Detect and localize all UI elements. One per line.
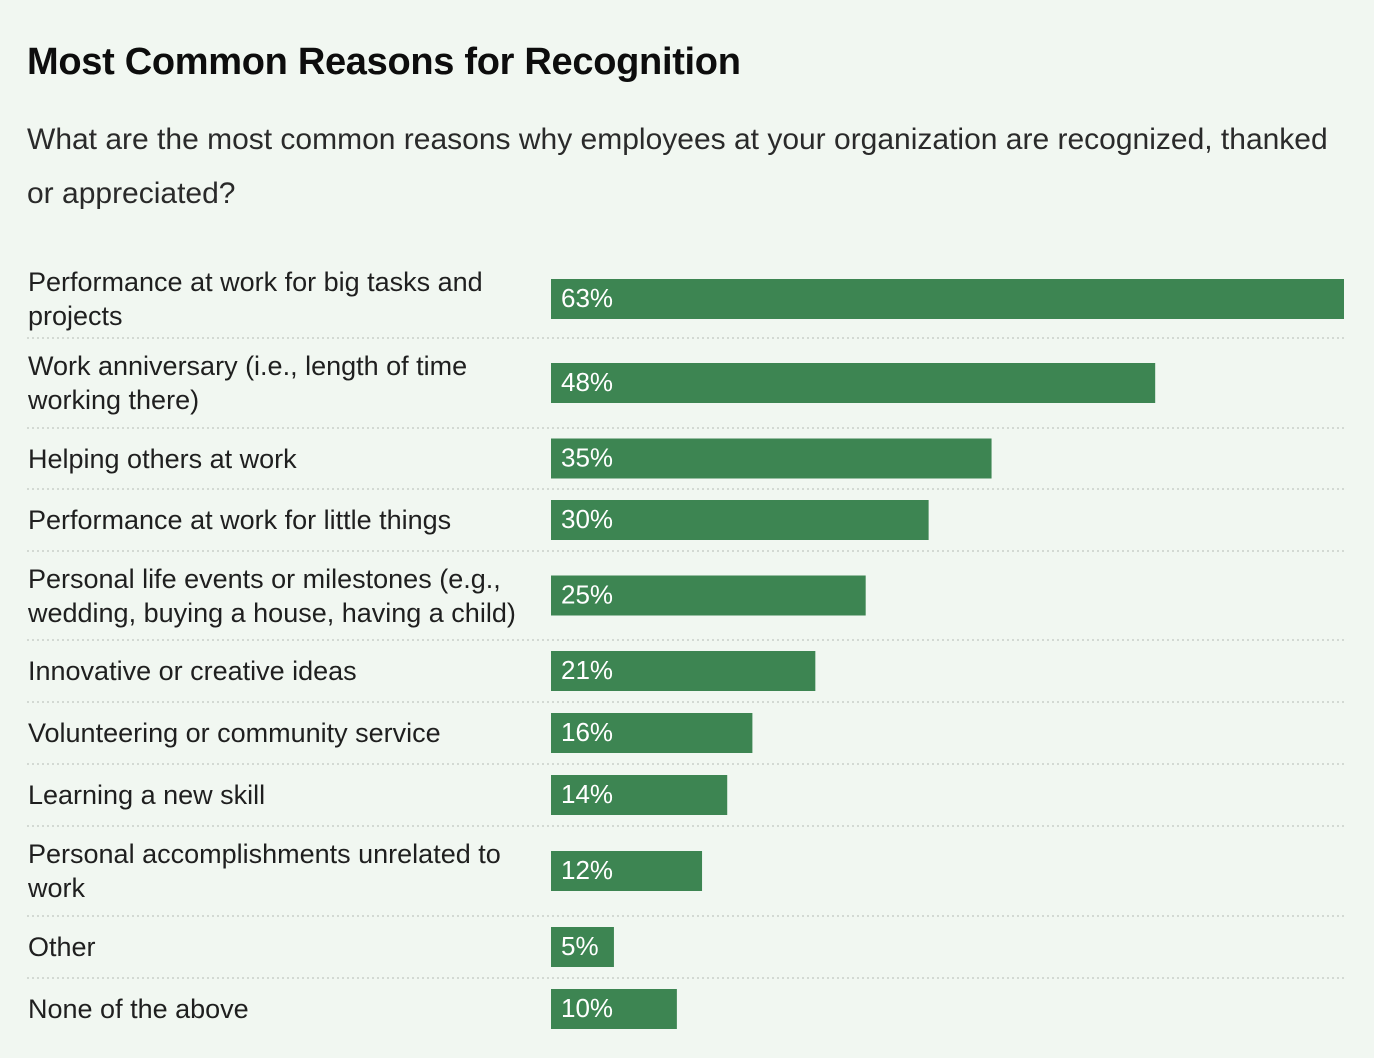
data-label: 21% — [561, 655, 613, 685]
category-label-text: Helping others at work — [28, 443, 297, 474]
category-label-text: Performance at work for little things — [28, 505, 452, 535]
category-label: Performance at work for little things — [28, 505, 452, 535]
bar — [551, 927, 614, 967]
category-label-text: Learning a new skill — [28, 780, 266, 810]
data-label: 10% — [561, 993, 613, 1023]
category-label: Learning a new skill — [28, 780, 266, 810]
category-label-text: Innovative or creative ideas — [28, 656, 357, 686]
category-label-text: Other — [28, 932, 96, 962]
data-label: 16% — [561, 717, 613, 747]
data-label: 5% — [561, 931, 599, 961]
category-label-text: None of the above — [28, 994, 249, 1024]
category-label: Personal accomplishments unrelated to wo… — [28, 839, 501, 903]
bar — [551, 651, 816, 691]
category-label: Volunteering or community service — [28, 718, 441, 748]
data-label: 35% — [561, 442, 613, 472]
data-label: 30% — [561, 504, 613, 534]
category-label: Other — [28, 932, 96, 962]
data-label: 63% — [561, 283, 613, 313]
bar — [551, 363, 1156, 403]
bar — [551, 575, 866, 616]
chart-title: Most Common Reasons for Recognition — [27, 41, 741, 83]
bar — [551, 775, 728, 815]
chart-subtitle: What are the most common reasons why emp… — [27, 123, 1328, 210]
category-label: Innovative or creative ideas — [28, 656, 357, 686]
data-label: 14% — [561, 779, 613, 809]
category-label-text: Personal accomplishments unrelated to wo… — [28, 839, 501, 903]
data-label: 25% — [561, 579, 613, 609]
category-label: Helping others at work — [28, 443, 297, 474]
bar — [551, 438, 992, 479]
category-label: Performance at work for big tasks and pr… — [28, 267, 483, 331]
data-label: 12% — [561, 855, 613, 885]
category-label-text: Volunteering or community service — [28, 718, 441, 748]
data-label: 48% — [561, 367, 613, 397]
category-label-text: Performance at work for big tasks and pr… — [28, 267, 483, 331]
bar — [551, 851, 703, 891]
bar — [551, 989, 677, 1029]
bar — [551, 500, 929, 540]
category-label-text: Personal life events or milestones (e.g.… — [28, 563, 516, 628]
category-label: Personal life events or milestones (e.g.… — [28, 563, 516, 628]
bar — [551, 279, 1344, 319]
category-label: Work anniversary (i.e., length of time w… — [28, 351, 468, 415]
bar — [551, 713, 753, 753]
category-label-text: Work anniversary (i.e., length of time w… — [28, 351, 468, 415]
category-label: None of the above — [28, 994, 249, 1024]
